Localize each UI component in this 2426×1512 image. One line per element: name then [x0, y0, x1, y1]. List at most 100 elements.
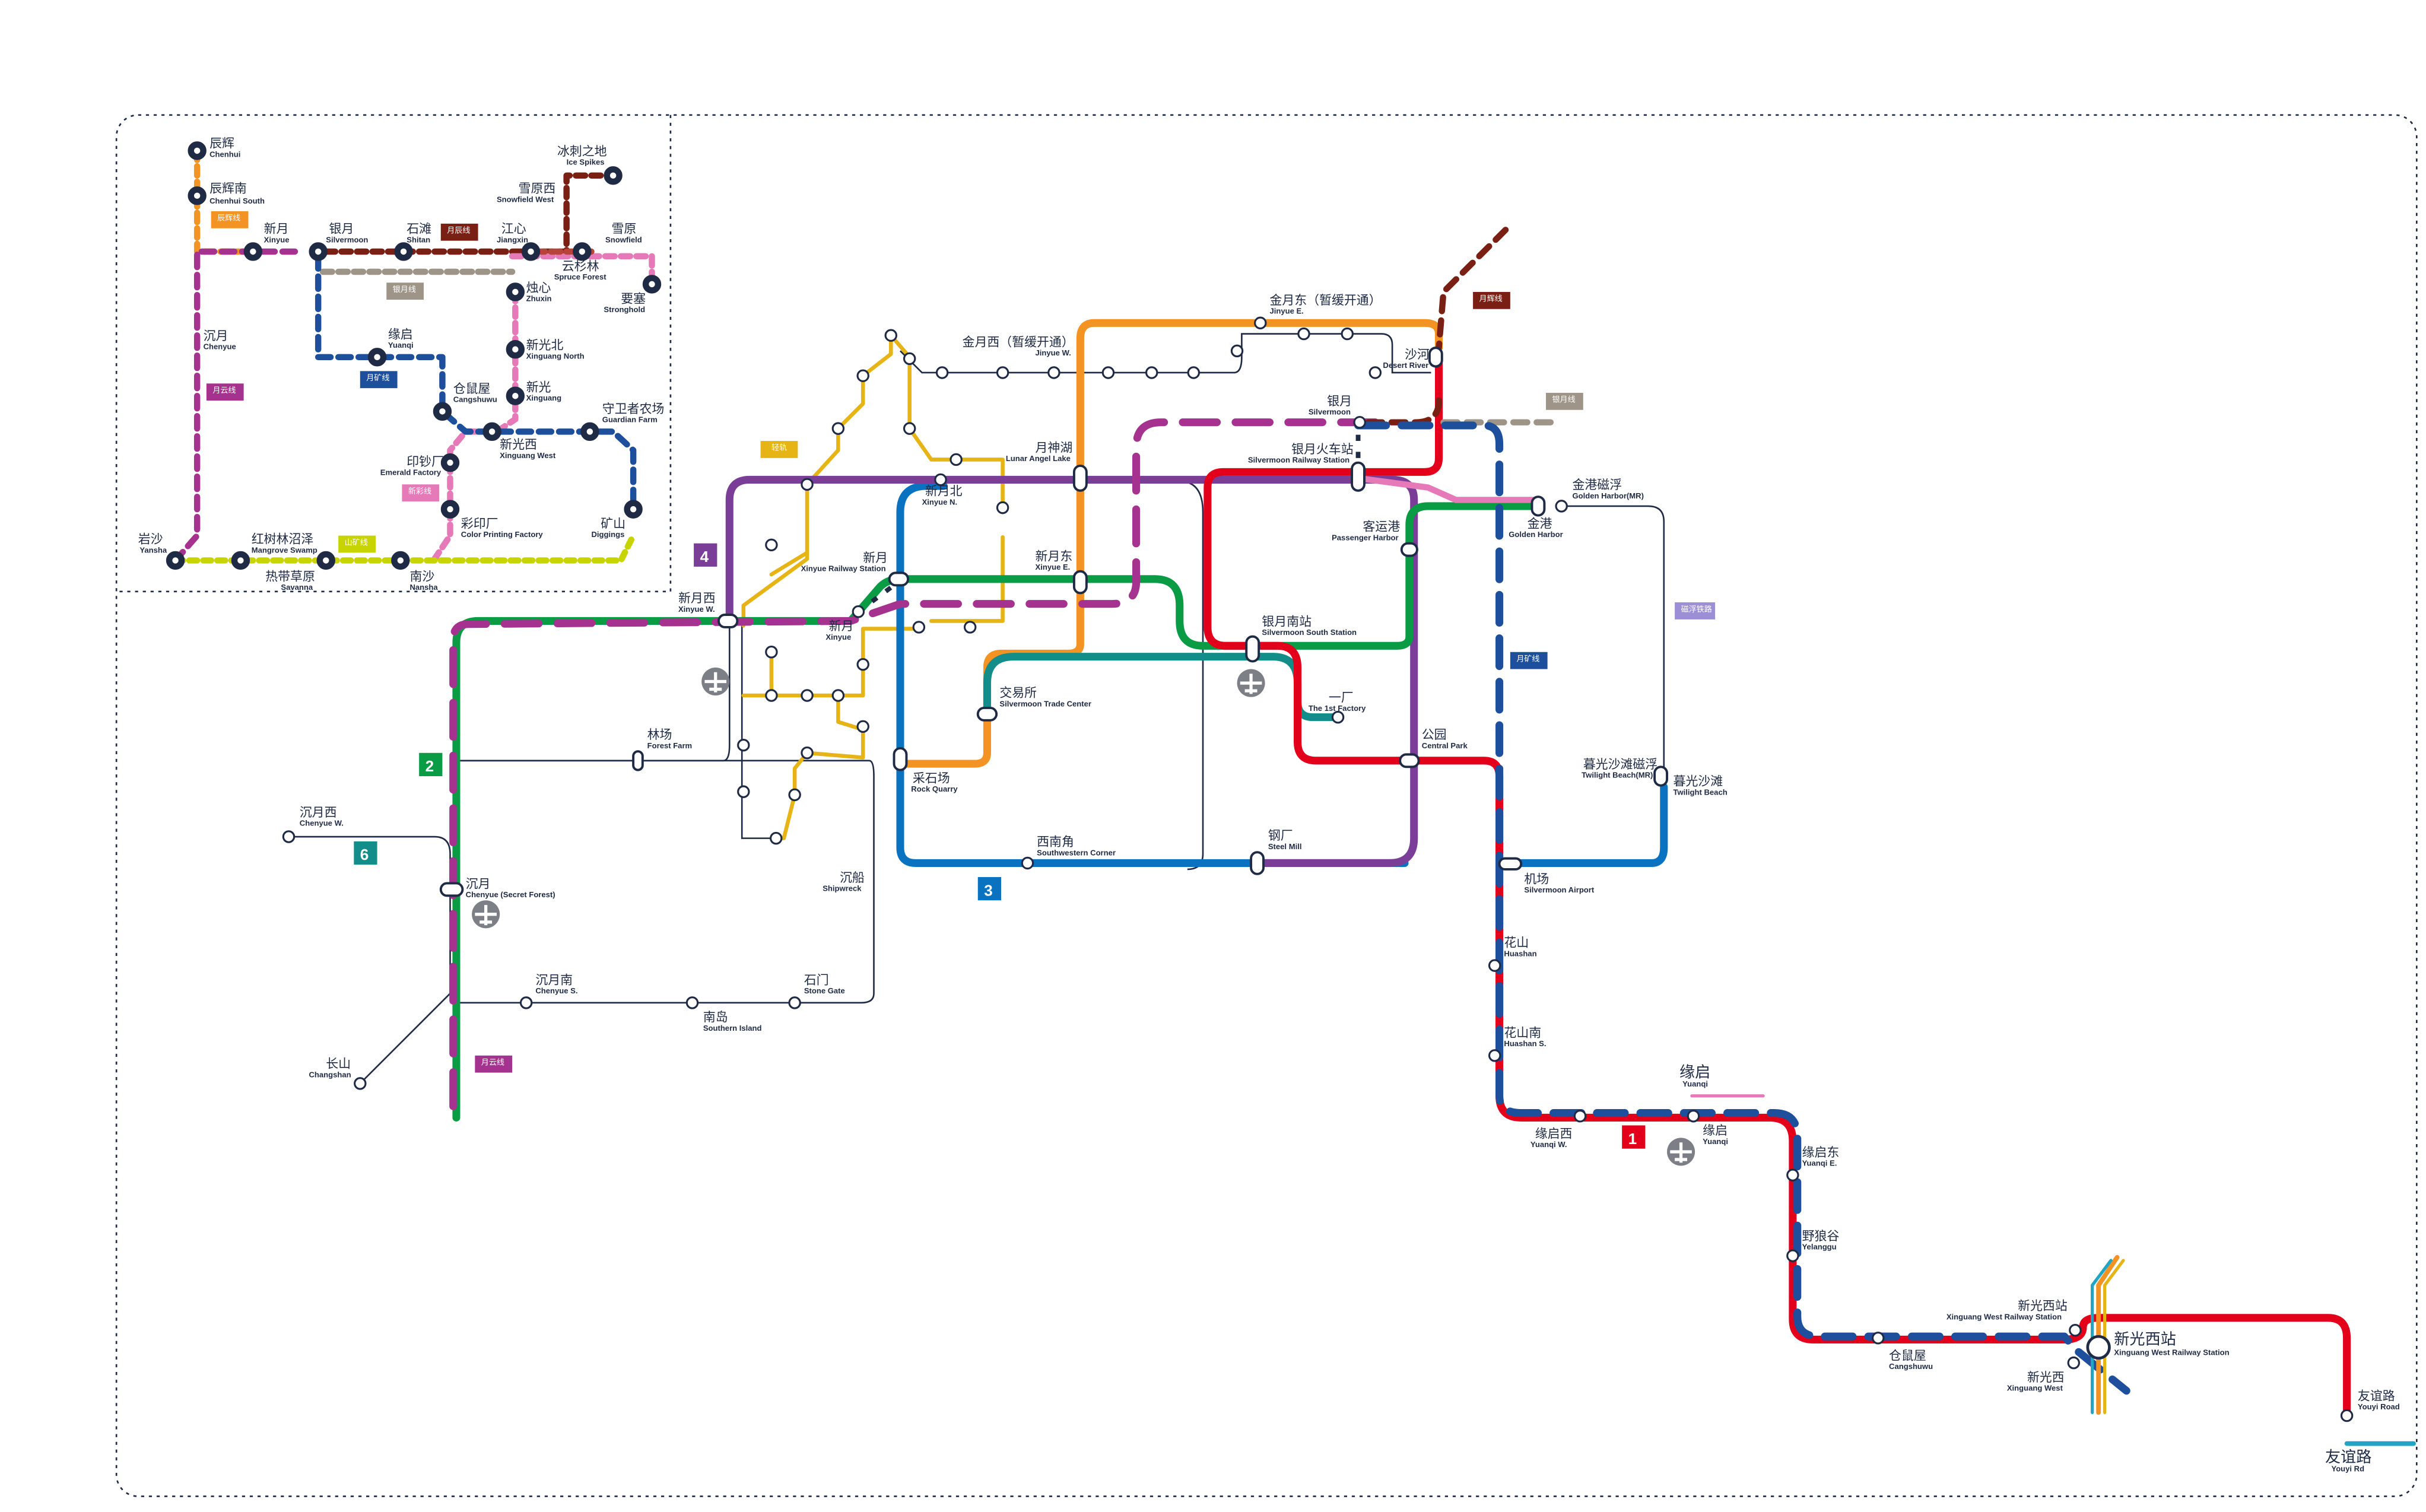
svg-text:沉月: 沉月: [204, 329, 228, 343]
svg-text:辰辉: 辰辉: [209, 136, 234, 151]
svg-text:Central Park: Central Park: [1422, 741, 1468, 750]
svg-text:1: 1: [1628, 1130, 1637, 1148]
airport-icon: [701, 667, 730, 695]
line-badges: 月辉线 银月线 轻轨 磁浮铁路 月矿线 月云线 4 2 6 3 1: [354, 291, 1716, 1149]
svg-text:4: 4: [700, 548, 709, 566]
svg-text:南岛: 南岛: [703, 1010, 728, 1024]
badge-lightrail: 轻轨: [760, 441, 798, 458]
svg-text:采石场: 采石场: [913, 771, 950, 785]
svg-text:Twilight Beach: Twilight Beach: [1673, 787, 1727, 796]
badge-line-3: 3: [977, 877, 1001, 901]
badge-line-2: 2: [419, 752, 443, 777]
station-jinyue-w[interactable]: 金月西（暂缓开通）Jinyue W.: [963, 335, 1074, 379]
line-2: [452, 502, 1544, 1122]
svg-text:花山南: 花山南: [1504, 1025, 1541, 1040]
line-moonmine: [1354, 421, 2130, 1395]
svg-text:磁浮铁路: 磁浮铁路: [1681, 605, 1712, 614]
svg-text:Forest Farm: Forest Farm: [647, 741, 693, 750]
svg-text:Spruce Forest: Spruce Forest: [554, 272, 606, 281]
svg-text:红树林沼泽: 红树林沼泽: [252, 532, 314, 547]
svg-text:新月: 新月: [829, 619, 854, 633]
svg-text:一厂: 一厂: [1329, 690, 1354, 704]
svg-text:2: 2: [425, 757, 434, 775]
svg-text:月矿线: 月矿线: [1516, 655, 1539, 663]
svg-text:机场: 机场: [1524, 872, 1549, 886]
main-lines: [288, 227, 2416, 1446]
svg-text:云杉林: 云杉林: [562, 259, 599, 273]
station-jinyue-e[interactable]: 金月东（暂缓开通）Jinyue E.: [1254, 293, 1382, 330]
svg-text:Shitan: Shitan: [407, 235, 430, 244]
svg-text:Chenyue: Chenyue: [204, 342, 236, 351]
